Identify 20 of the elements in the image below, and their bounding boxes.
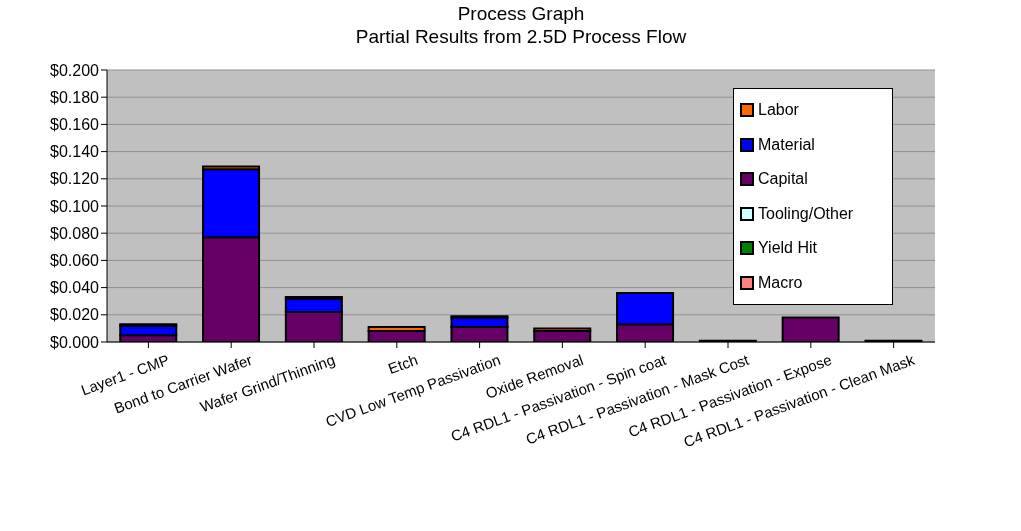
y-tick-label: $0.020 [50,306,100,324]
y-tick-label: $0.180 [50,88,100,106]
legend-label: Labor [758,101,799,120]
y-tick-label: $0.100 [50,197,100,215]
x-tick-label: Etch [385,350,420,378]
y-tick-label: $0.120 [50,170,100,188]
legend-label: Capital [758,170,808,189]
y-tick-label: $0.060 [50,252,100,270]
y-tick-label: $0.080 [50,224,100,242]
y-tick-label: $0.200 [50,61,100,79]
y-tick-label: $0.000 [50,333,100,351]
chart-title: Process Graph [456,2,586,25]
legend-label: Tooling/Other [758,204,854,223]
y-tick-label: $0.140 [50,143,100,161]
legend-label: Macro [758,273,803,292]
y-tick-label: $0.160 [50,116,100,134]
y-tick-label: $0.040 [50,279,100,297]
chart-subtitle: Partial Results from 2.5D Process Flow [354,25,688,48]
legend-label: Yield Hit [758,239,817,258]
legend-label: Material [758,135,815,154]
